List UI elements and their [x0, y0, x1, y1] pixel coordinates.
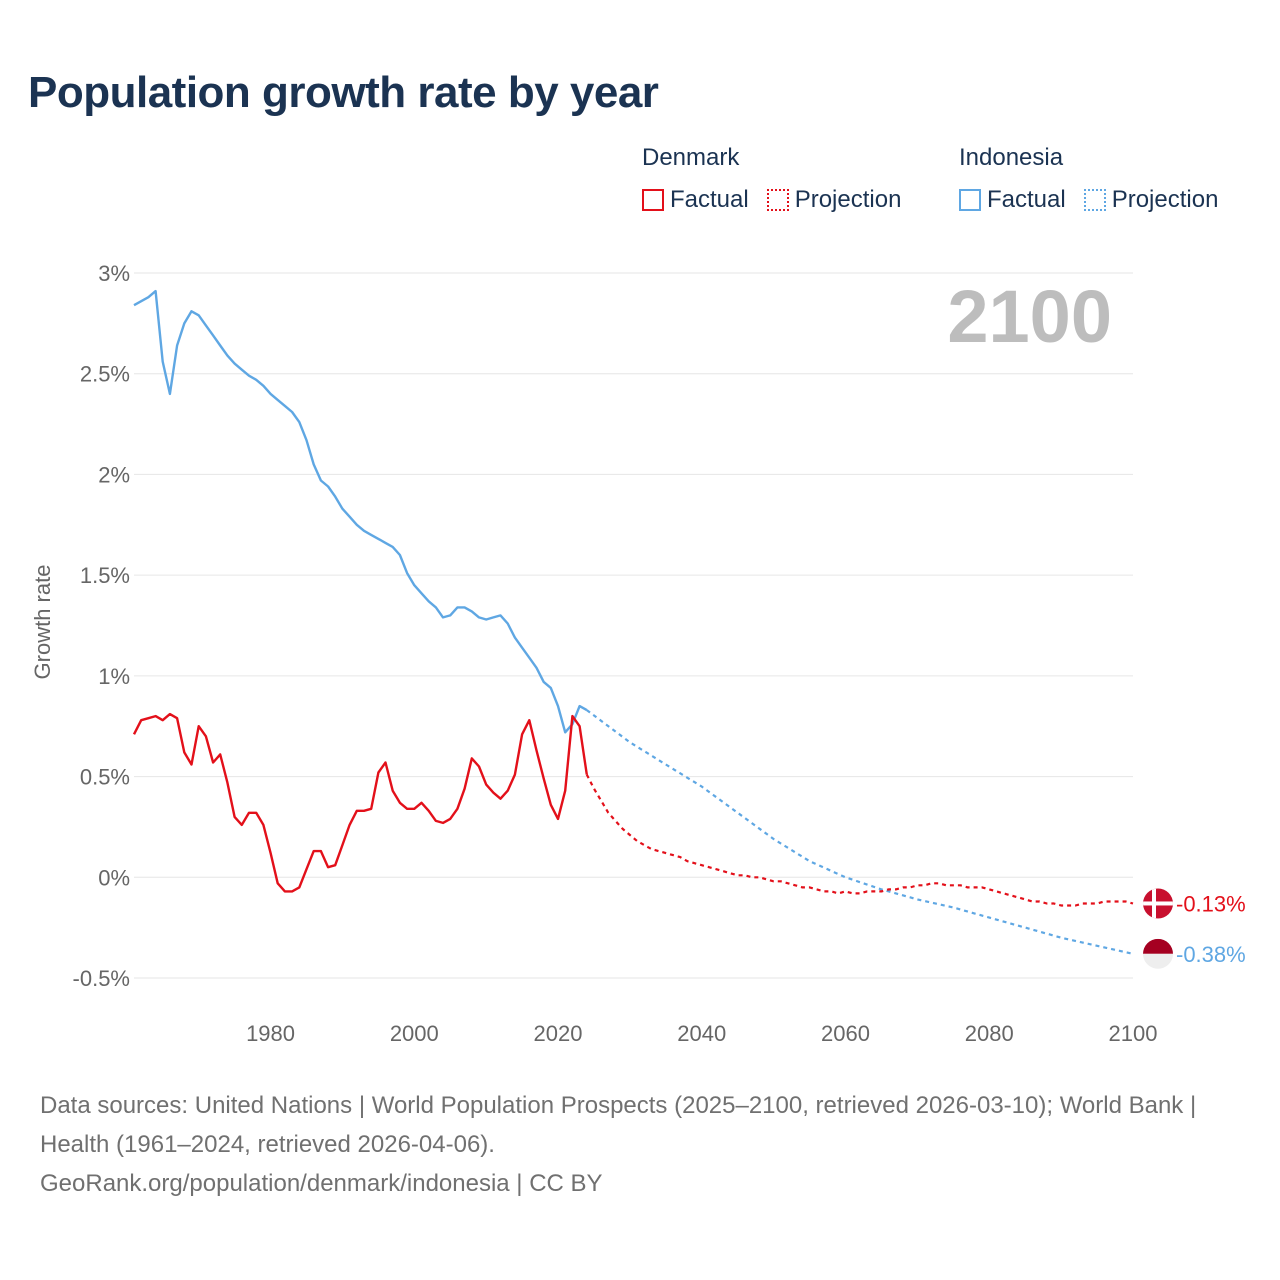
- legend-swatch-solid-icon: [959, 189, 981, 211]
- denmark-end-value: -0.13%: [1176, 891, 1246, 916]
- x-tick-label: 2020: [534, 1021, 583, 1046]
- y-tick-label: 1.5%: [80, 563, 130, 588]
- y-tick-label: 3%: [98, 261, 130, 286]
- legend-group-denmark: Denmark Factual Projection: [642, 144, 901, 214]
- axes: -0.5% 0% 0.5% 1% 1.5% 2% 2.5% 3% 1980 2000 2020 204…: [73, 261, 1158, 1046]
- grid: [134, 272, 1133, 979]
- end-labels: -0.13% -0.38%: [1143, 888, 1246, 969]
- legend-denmark-factual[interactable]: Factual: [642, 186, 749, 214]
- y-tick-label: 0%: [98, 865, 130, 890]
- series: [132, 289, 1134, 955]
- legend-indonesia-factual[interactable]: Factual: [959, 186, 1066, 214]
- legend-group-indonesia: Indonesia Factual Projection: [959, 144, 1218, 214]
- indonesia-end-value: -0.38%: [1176, 942, 1246, 967]
- page-title: Population growth rate by year: [28, 68, 659, 117]
- legend-indonesia-projection[interactable]: Projection: [1083, 186, 1219, 214]
- legend-label: Factual: [670, 186, 749, 213]
- legend-label: Factual: [987, 186, 1066, 213]
- x-tick-label: 2000: [390, 1021, 439, 1046]
- legend-country-denmark: Denmark: [642, 144, 740, 171]
- y-axis-title: Growth rate: [30, 565, 55, 680]
- legend-swatch-solid-icon: [642, 189, 664, 211]
- denmark-projection-line[interactable]: [585, 774, 1134, 907]
- credit-link[interactable]: GeoRank.org/population/denmark/indonesia…: [40, 1170, 603, 1197]
- x-tick-label: 1980: [246, 1021, 295, 1046]
- denmark-flag-icon: [1143, 888, 1173, 919]
- year-label: 2100: [947, 275, 1112, 358]
- legend-denmark-projection[interactable]: Projection: [766, 186, 902, 214]
- denmark-factual-line[interactable]: [132, 712, 588, 893]
- legend-swatch-dotted-icon: [766, 189, 789, 211]
- legend-label: Projection: [794, 186, 902, 213]
- indonesia-flag-icon: [1143, 938, 1173, 969]
- y-tick-label: 2.5%: [80, 362, 130, 387]
- footer: Data sources: United Nations | World Pop…: [40, 1086, 1240, 1203]
- x-tick-label: 2100: [1109, 1021, 1158, 1046]
- legend-country-indonesia: Indonesia: [959, 144, 1064, 171]
- indonesia-projection-line[interactable]: [586, 709, 1134, 955]
- y-tick-label: 2%: [98, 462, 130, 487]
- data-sources: Data sources: United Nations | World Pop…: [40, 1092, 1197, 1158]
- legend-label: Projection: [1111, 186, 1219, 213]
- y-tick-label: 0.5%: [80, 765, 130, 790]
- indonesia-factual-line[interactable]: [133, 289, 588, 734]
- legend-swatch-dotted-icon: [1083, 189, 1106, 211]
- y-tick-label: 1%: [98, 664, 130, 689]
- y-tick-label: -0.5%: [73, 966, 130, 991]
- x-tick-label: 2040: [677, 1021, 726, 1046]
- x-tick-label: 2060: [821, 1021, 870, 1046]
- x-tick-label: 2080: [965, 1021, 1014, 1046]
